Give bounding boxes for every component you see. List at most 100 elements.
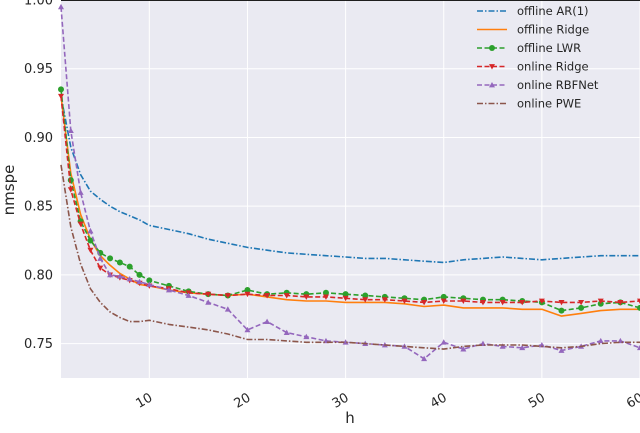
legend-item: online RBFNet <box>477 78 599 92</box>
data-point <box>558 347 565 353</box>
data-point <box>578 300 585 306</box>
y-tick-label: 0.85 <box>24 200 53 215</box>
data-point <box>489 45 495 51</box>
data-point <box>538 298 545 305</box>
data-point <box>126 276 133 282</box>
data-point <box>499 343 506 349</box>
data-point <box>244 287 251 294</box>
data-point <box>342 291 349 298</box>
data-point <box>342 295 349 302</box>
data-point <box>303 333 310 340</box>
data-point <box>421 355 428 362</box>
data-point <box>136 271 143 278</box>
data-point <box>224 293 231 299</box>
data-point <box>116 273 123 279</box>
data-point <box>637 298 640 305</box>
data-point <box>558 300 565 306</box>
data-point <box>205 291 212 298</box>
data-point <box>67 127 74 133</box>
legend-item: offline AR(1) <box>477 4 589 18</box>
y-axis: 0.75 0.80 0.85 0.90 0.95 1.00 <box>24 0 53 352</box>
grid <box>61 0 640 378</box>
series-offline-ridge <box>60 96 640 317</box>
x-tick-label: 10 <box>133 390 155 411</box>
data-point <box>185 292 192 298</box>
data-point <box>58 86 64 93</box>
data-point <box>205 299 212 305</box>
legend-item: online PWE <box>477 97 581 111</box>
y-tick-label: 0.90 <box>24 131 53 146</box>
data-point <box>58 3 64 10</box>
series-line <box>60 96 640 304</box>
x-tick-label: 30 <box>330 390 352 411</box>
data-point <box>244 291 251 298</box>
y-tick-label: 1.00 <box>24 0 53 9</box>
data-point <box>558 307 565 314</box>
x-axis-title: h <box>345 409 355 427</box>
data-point <box>460 298 467 305</box>
legend-label: online Ridge <box>517 60 589 74</box>
data-point <box>146 281 153 287</box>
data-point <box>637 344 640 351</box>
plot-background <box>61 0 640 378</box>
data-point <box>637 304 640 311</box>
y-tick-label: 0.80 <box>24 268 53 283</box>
legend-item: online Ridge <box>477 60 589 74</box>
data-point <box>264 318 271 325</box>
data-point <box>107 255 114 262</box>
data-point <box>342 339 349 345</box>
data-point <box>97 255 104 261</box>
data-point <box>499 300 506 306</box>
data-point <box>283 329 290 336</box>
y-tick-label: 0.95 <box>24 62 53 77</box>
legend-label: offline AR(1) <box>517 4 589 18</box>
data-point <box>578 304 585 311</box>
data-point <box>224 306 231 312</box>
data-point <box>617 300 624 306</box>
data-point <box>264 293 271 299</box>
series-line <box>60 96 640 317</box>
data-point <box>126 263 133 270</box>
legend-item: offline LWR <box>477 41 581 55</box>
legend-label: online RBFNet <box>517 78 599 92</box>
data-point <box>136 278 143 285</box>
data-point <box>362 292 369 299</box>
data-point <box>107 271 114 278</box>
data-point <box>87 247 94 254</box>
legend-label: offline Ridge <box>517 23 589 37</box>
data-point <box>597 337 604 344</box>
data-point <box>87 227 94 234</box>
data-point <box>322 289 329 296</box>
x-axis: 10 20 30 40 50 60 <box>133 390 640 411</box>
data-point <box>283 293 290 299</box>
data-point <box>489 82 495 88</box>
data-point <box>538 342 545 348</box>
series-line <box>60 164 640 350</box>
y-tick-label: 0.75 <box>24 337 53 352</box>
data-point <box>77 221 84 228</box>
data-point <box>381 297 388 303</box>
data-point <box>440 339 447 345</box>
data-point <box>322 294 329 300</box>
legend-item: offline Ridge <box>477 23 589 37</box>
data-point <box>401 298 408 305</box>
data-point <box>362 297 369 303</box>
data-point <box>77 189 84 195</box>
x-tick-label: 50 <box>526 390 548 411</box>
data-point <box>165 287 172 293</box>
data-point <box>67 187 74 193</box>
legend: offline AR(1) offline Ridge offline LWR onl… <box>477 4 599 111</box>
legend-label: offline LWR <box>517 41 581 55</box>
series-online-pwe <box>60 164 640 350</box>
data-point <box>440 298 447 305</box>
x-tick-label: 20 <box>232 390 254 411</box>
legend-label: online PWE <box>517 97 581 111</box>
y-axis-title: nmspe <box>0 165 18 216</box>
data-point <box>460 346 467 352</box>
series-layer <box>58 3 640 362</box>
data-point <box>489 64 495 70</box>
data-point <box>440 293 447 300</box>
data-point <box>597 298 604 305</box>
